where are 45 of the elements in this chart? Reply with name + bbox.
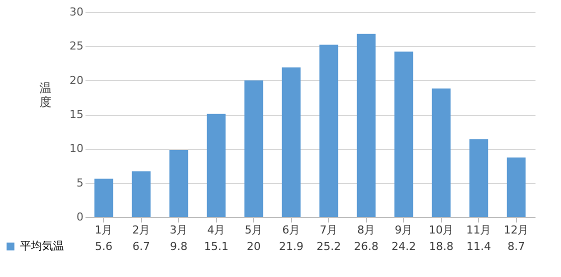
x-tick-label: 2月 bbox=[132, 224, 150, 236]
data-label: 6.7 bbox=[132, 240, 150, 253]
y-tick-label: 15 bbox=[70, 108, 84, 121]
data-label: 5.6 bbox=[95, 240, 112, 253]
y-tick-label: 5 bbox=[76, 176, 84, 190]
data-label: 15.1 bbox=[204, 240, 228, 253]
bar bbox=[169, 150, 188, 217]
y-tick-label: 30 bbox=[70, 6, 84, 18]
data-label: 18.8 bbox=[429, 240, 454, 253]
y-tick-label: 25 bbox=[70, 40, 84, 53]
bar bbox=[469, 139, 488, 217]
x-tick-label: 4月 bbox=[207, 224, 226, 236]
data-label: 21.9 bbox=[279, 240, 304, 253]
bar bbox=[319, 44, 338, 217]
x-tick-label: 7月 bbox=[320, 224, 338, 236]
y-tick-label: 0 bbox=[76, 210, 84, 224]
data-label: 11.4 bbox=[466, 240, 491, 253]
data-label: 20 bbox=[246, 240, 261, 253]
x-tick-label: 11月 bbox=[466, 224, 492, 236]
y-tick-label: 20 bbox=[70, 74, 84, 87]
x-tick-label: 1月 bbox=[94, 224, 113, 236]
data-label: 26.8 bbox=[354, 240, 378, 253]
bar bbox=[206, 114, 226, 217]
x-tick-label: 9月 bbox=[394, 224, 413, 236]
data-label: 25.2 bbox=[316, 240, 341, 253]
bar bbox=[244, 80, 264, 217]
x-tick-label: 12月 bbox=[504, 224, 529, 236]
data-label: 24.2 bbox=[392, 240, 416, 253]
legend-label: 平均気温 bbox=[20, 240, 64, 252]
x-tick-label: 5月 bbox=[244, 224, 263, 236]
y-tick-label: 10 bbox=[70, 142, 84, 156]
x-tick-label: 10月 bbox=[428, 224, 454, 236]
data-label: 9.8 bbox=[170, 240, 188, 253]
bar bbox=[356, 34, 376, 217]
bar bbox=[94, 178, 114, 217]
bar bbox=[432, 88, 451, 217]
x-tick-label: 6月 bbox=[282, 224, 300, 236]
x-tick-label: 3月 bbox=[170, 224, 188, 236]
data-label: 8.7 bbox=[508, 240, 525, 253]
bar bbox=[282, 67, 301, 217]
bar bbox=[394, 52, 414, 217]
y-axis-title: 温度 bbox=[40, 81, 52, 109]
bar bbox=[132, 171, 151, 217]
x-tick-label: 8月 bbox=[357, 224, 376, 236]
bar bbox=[506, 158, 526, 217]
